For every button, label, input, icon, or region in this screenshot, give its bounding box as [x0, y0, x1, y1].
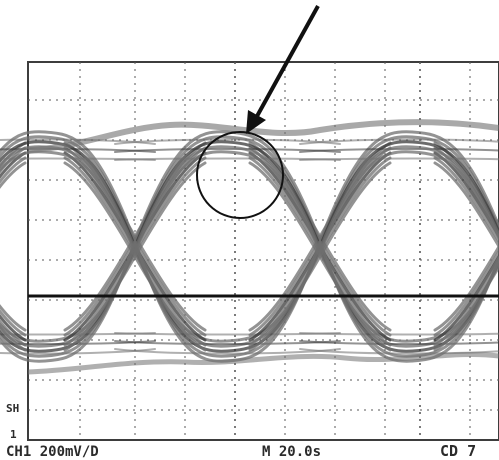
eye-trace	[0, 151, 27, 179]
eye-trace	[433, 156, 499, 245]
timebase-readout: M 20.0s	[262, 444, 321, 460]
eye-trace	[0, 130, 137, 243]
screen-border	[27, 61, 499, 441]
eye-trace	[248, 161, 392, 352]
eye-trace	[433, 146, 499, 235]
eye-trace	[318, 240, 499, 363]
eye-trace	[133, 135, 322, 246]
eye-trace	[0, 150, 137, 253]
eye-trace	[433, 248, 499, 337]
eye-trace	[133, 145, 322, 251]
highlight-circle	[196, 131, 284, 219]
arrow-pointer	[246, 5, 320, 134]
eye-trace	[133, 150, 322, 253]
eye-trace	[0, 140, 137, 248]
eye-trace	[0, 309, 27, 337]
eye-trace	[0, 135, 137, 246]
eye-trace	[299, 332, 499, 336]
eye-trace	[433, 253, 499, 342]
eye-trace	[318, 130, 499, 243]
eye-trace	[433, 263, 499, 352]
eye-trace	[0, 314, 27, 342]
eye-trace	[299, 138, 499, 145]
eye-trace	[318, 150, 499, 253]
eye-trace	[133, 140, 322, 248]
eye-trace	[27, 119, 499, 153]
eye-trace	[299, 340, 499, 345]
eye-trace	[318, 135, 499, 246]
channel-readout: CH1 200mV/D	[6, 444, 99, 460]
eye-trace	[318, 145, 499, 251]
eye-trace	[299, 148, 499, 153]
eye-trace	[299, 157, 499, 161]
eye-trace	[433, 151, 499, 240]
right-readout: CD 7	[440, 442, 476, 460]
eye-traces	[0, 119, 499, 375]
eye-trace	[133, 130, 322, 243]
eye-trace	[0, 304, 27, 332]
side-marker-top: SH	[6, 402, 19, 415]
eye-trace	[0, 161, 27, 189]
eye-trace	[0, 319, 27, 347]
side-marker-bottom: 1	[10, 428, 17, 441]
eye-trace	[27, 352, 499, 375]
eye-trace	[0, 240, 137, 363]
eye-trace	[0, 156, 27, 184]
eye-trace	[63, 161, 207, 352]
eye-trace	[433, 258, 499, 347]
eye-trace	[433, 243, 499, 332]
eye-trace	[433, 161, 499, 250]
eye-trace	[299, 348, 499, 355]
eye-trace	[0, 324, 27, 352]
eye-trace	[318, 140, 499, 248]
